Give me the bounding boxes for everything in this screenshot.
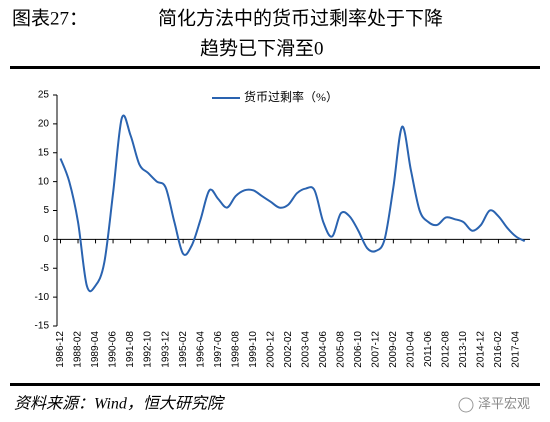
y-tick-label: 10 bbox=[38, 176, 50, 187]
x-tick-label: 2013-10 bbox=[458, 331, 469, 368]
y-tick-label: 25 bbox=[38, 90, 50, 101]
x-tick-label: 1995-02 bbox=[178, 331, 189, 368]
x-tick-label: 2002-02 bbox=[283, 331, 294, 368]
x-tick-label: 1990-06 bbox=[108, 331, 119, 368]
x-tick-label: 1991-08 bbox=[125, 331, 136, 368]
watermark: 泽平宏观 bbox=[478, 396, 530, 411]
y-tick-label: -10 bbox=[35, 292, 50, 303]
chart-title: 趋势已下滑至0 bbox=[200, 37, 324, 59]
y-tick-label: 20 bbox=[38, 119, 50, 130]
x-tick-label: 1993-12 bbox=[160, 331, 171, 368]
x-tick-label: 2004-06 bbox=[318, 331, 329, 368]
x-tick-label: 2016-02 bbox=[493, 331, 504, 368]
title-rule bbox=[10, 66, 540, 69]
title-label: 图表27： bbox=[12, 7, 88, 29]
y-tick-label: -5 bbox=[40, 263, 49, 274]
x-tick-label: 2012-08 bbox=[441, 331, 452, 368]
x-tick-label: 2006-10 bbox=[353, 331, 364, 368]
x-tick-label: 1988-02 bbox=[73, 331, 84, 368]
x-tick-label: 1989-04 bbox=[90, 331, 101, 368]
x-tick-label: 1997-06 bbox=[213, 331, 224, 368]
x-tick-label: 1996-04 bbox=[195, 331, 206, 368]
x-tick-label: 2000-12 bbox=[265, 331, 276, 368]
chart-title: 简化方法中的货币过剩率处于下降 bbox=[158, 7, 443, 29]
x-tick-label: 2009-02 bbox=[388, 331, 399, 368]
x-tick-label: 2014-12 bbox=[476, 331, 487, 368]
x-tick-label: 1999-10 bbox=[248, 331, 259, 368]
series-line bbox=[59, 114, 526, 293]
x-tick-label: 1992-10 bbox=[143, 331, 154, 368]
y-tick-label: -15 bbox=[35, 321, 50, 332]
x-tick-label: 2005-08 bbox=[335, 331, 346, 368]
y-tick-label: 5 bbox=[43, 205, 49, 216]
y-tick-label: 15 bbox=[38, 147, 50, 158]
x-tick-label: 2011-06 bbox=[423, 331, 434, 367]
x-tick-label: 2010-04 bbox=[406, 331, 417, 368]
x-tick-label: 2017-04 bbox=[511, 331, 522, 368]
x-tick-label: 2003-04 bbox=[300, 331, 311, 368]
y-tick-label: 0 bbox=[43, 234, 49, 245]
footer-rule bbox=[10, 383, 540, 386]
watermark-icon bbox=[458, 397, 474, 413]
x-tick-label: 1998-08 bbox=[230, 331, 241, 368]
x-tick-label: 1986-12 bbox=[55, 331, 66, 368]
legend-label: 货币过剩率（%） bbox=[244, 89, 338, 104]
source: 资料来源：Wind，恒大研究院 bbox=[14, 395, 226, 413]
x-tick-label: 2007-12 bbox=[370, 331, 381, 368]
